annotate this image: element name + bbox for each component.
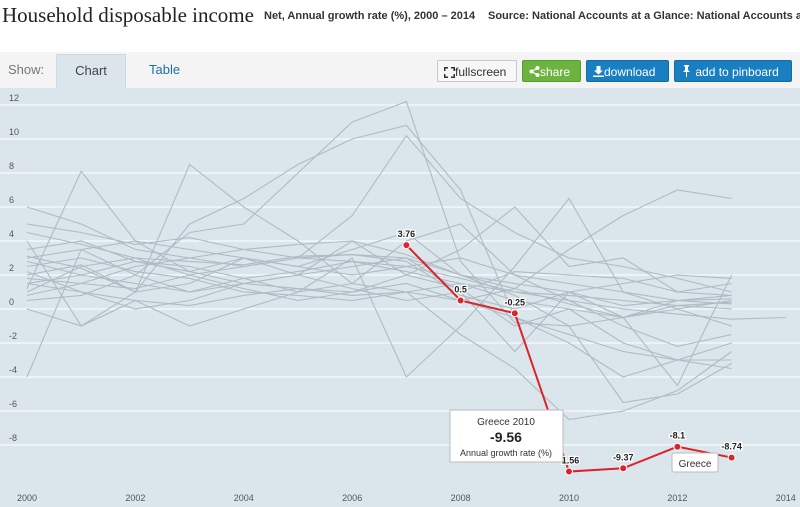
y-tick-label: -2 (9, 331, 17, 341)
background-series-line (26, 240, 732, 327)
download-button[interactable]: download (586, 60, 669, 82)
chart-area (0, 89, 800, 507)
greece-data-label: -8.1 (670, 431, 686, 441)
series-label-box (671, 452, 719, 473)
x-tick-label: 2008 (451, 493, 471, 503)
chart-header: Household disposable income Net, Annual … (0, 0, 800, 34)
pin-icon (683, 65, 690, 77)
y-tick-label: 12 (9, 93, 19, 103)
x-tick-label: 2010 (559, 493, 579, 503)
greece-data-label: 0.5 (454, 285, 467, 295)
x-tick-label: 2006 (342, 493, 362, 503)
series-name-label: Greece (671, 452, 719, 473)
share-button[interactable]: share (522, 60, 581, 82)
download-icon (593, 66, 604, 77)
tooltip: Greece 2010 -9.56 Annual growth rate (%) (449, 409, 564, 463)
x-tick-label: 2002 (125, 493, 145, 503)
background-series (26, 100, 786, 421)
y-tick-label: 8 (9, 161, 14, 171)
chart-subtitle: Net, Annual growth rate (%), 2000 – 2014 (264, 10, 476, 22)
greece-point[interactable] (673, 442, 682, 451)
background-series-line (26, 100, 732, 404)
tab-table[interactable]: Table (149, 62, 181, 77)
y-tick-label: -8 (9, 433, 17, 443)
greece-data-label: -8.74 (721, 442, 742, 452)
background-series-line (26, 271, 732, 310)
series-label-text: Greece (679, 459, 712, 470)
greece-point[interactable] (619, 464, 628, 473)
background-series-line (26, 248, 733, 387)
background-series-line (26, 282, 732, 370)
y-tick-label: -4 (9, 365, 17, 375)
y-axis-labels: 12 10 8 6 4 2 0 -2 -4 -6 -8 (9, 93, 19, 443)
background-series-line (26, 254, 732, 310)
tooltip-label: Annual growth rate (%) (460, 448, 552, 458)
greece-point[interactable] (727, 453, 736, 462)
tooltip-box (449, 409, 564, 463)
tooltip-title: Greece 2010 (477, 417, 535, 428)
fullscreen-button[interactable]: fullscreen (437, 60, 517, 82)
show-label: Show: (8, 62, 45, 77)
grid-lines (0, 104, 800, 446)
tooltip-value: -9.56 (490, 429, 522, 445)
download-label: download (604, 65, 656, 79)
background-series-line (26, 163, 732, 347)
greece-data-label: -0.25 (505, 297, 526, 307)
toolbar: Show: Chart Table fullscreen share downl… (0, 52, 800, 89)
y-tick-label: 10 (9, 127, 19, 137)
y-tick-label: 2 (9, 263, 14, 273)
background-series-line (26, 197, 732, 378)
background-series-line (26, 260, 786, 320)
background-series-line (26, 231, 732, 361)
greece-point[interactable] (510, 309, 519, 318)
fullscreen-icon (444, 67, 455, 78)
tab-chart[interactable]: Chart (56, 54, 126, 88)
y-tick-label: 0 (9, 297, 14, 307)
chart-source: Source: National Accounts at a Glance: N… (488, 10, 800, 22)
x-tick-label: 2000 (17, 493, 37, 503)
pinboard-label: add to pinboard (695, 65, 779, 79)
greece-point[interactable] (565, 467, 573, 476)
y-tick-label: -6 (9, 399, 17, 409)
greece-data-label: -9.37 (613, 452, 634, 462)
x-tick-label: 2004 (234, 493, 254, 503)
background-series-line (26, 223, 732, 319)
background-series-line (26, 257, 732, 421)
background-series-line (26, 124, 732, 378)
x-tick-label: 2012 (667, 493, 687, 503)
y-tick-label: 6 (9, 195, 14, 205)
y-tick-label: 4 (9, 229, 14, 239)
background-series-line (26, 254, 732, 307)
background-series-line (26, 170, 732, 319)
background-series-line (26, 260, 732, 310)
share-icon (529, 66, 540, 77)
fullscreen-label: fullscreen (455, 65, 507, 79)
background-series-line (26, 240, 732, 305)
chart-title: Household disposable income (2, 3, 254, 27)
greece-point[interactable] (456, 296, 465, 305)
x-tick-label: 2014 (776, 493, 796, 503)
share-label: share (540, 65, 571, 79)
add-to-pinboard-button[interactable]: add to pinboard (674, 60, 792, 82)
greece-data-label: 3.76 (398, 229, 416, 239)
background-series-line (26, 134, 732, 293)
greece-series[interactable]: 3.760.5-0.25-1.56 -9.37-8.1-8.74 (396, 228, 743, 476)
x-axis-labels: 2000 2002 2004 2006 2008 2010 2012 2014 (17, 493, 796, 503)
greece-point[interactable] (402, 241, 411, 250)
